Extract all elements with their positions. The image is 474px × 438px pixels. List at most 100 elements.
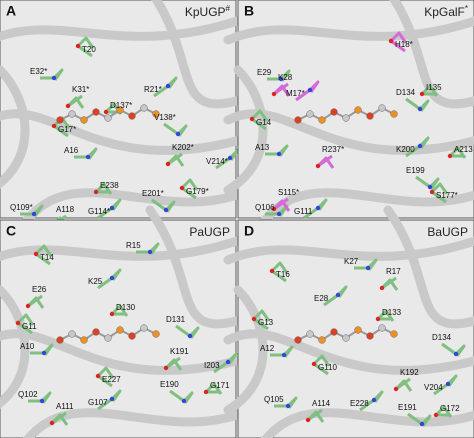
ligand-atom [354, 106, 362, 114]
ligand-atom [56, 336, 64, 344]
residue-label: A213 [454, 145, 473, 154]
residue-label: E28 [314, 294, 329, 303]
residue-label: K31* [72, 85, 89, 94]
residue-stick [376, 309, 395, 322]
atom [75, 43, 81, 49]
atom [315, 163, 321, 169]
ligand-atom [294, 116, 302, 124]
residue-label: K27 [344, 257, 359, 266]
ligand-atom [294, 336, 302, 344]
atom [51, 75, 57, 81]
residue-label: G13 [258, 318, 274, 327]
ligand-atom [104, 114, 112, 122]
ribbon [0, 109, 245, 155]
residue-label: R21* [144, 85, 162, 94]
ligand-atom [104, 334, 112, 342]
residue-stick [204, 382, 223, 395]
residue-label: A16 [64, 146, 79, 155]
ligand-atom [306, 330, 314, 338]
residue-stick [359, 390, 384, 412]
panel-title-name: KpGalF [424, 5, 465, 19]
residue-label: D137* [110, 101, 132, 110]
residue-label: E238 [100, 181, 119, 190]
residue-stick [267, 69, 291, 82]
residue-label: G111 [294, 207, 313, 216]
residue-label: G14 [256, 118, 272, 127]
residue-stick [407, 412, 432, 427]
residue-label: T14 [40, 253, 54, 262]
atom [375, 316, 381, 322]
ligand-atom [342, 334, 350, 342]
residue-stick [394, 377, 413, 392]
panel-title-name: PaUGP [189, 225, 230, 239]
panel-title-name: BaUGP [427, 225, 468, 239]
atom [249, 116, 255, 122]
residue-label: S115* [278, 188, 299, 197]
panel-title-mark: # [226, 4, 231, 13]
residue-stick [420, 84, 439, 97]
atom [417, 143, 423, 149]
residue-stick [110, 304, 129, 317]
ligand-atom [80, 336, 88, 344]
panel-letter: C [6, 223, 16, 239]
residue-stick [213, 352, 238, 374]
residue-label: Q105 [264, 395, 284, 404]
residue-label: S177* [436, 191, 458, 200]
residue-label: G11 [22, 322, 37, 331]
residue-label: K28 [278, 73, 293, 82]
ligand-atom [80, 116, 88, 124]
ribbon [223, 16, 474, 45]
residue-label: V138* [154, 113, 176, 122]
residue-label: R237* [322, 145, 344, 154]
ligand-atom [378, 104, 386, 112]
residue-label: E201* [142, 189, 164, 198]
ligand-atom [390, 110, 398, 118]
residue-label: G114* [88, 207, 110, 216]
atom [447, 153, 453, 159]
structure [223, 205, 474, 438]
ligand-atom [140, 104, 148, 112]
ribbon [0, 15, 245, 42]
atom [41, 350, 47, 356]
ribbon [223, 285, 268, 415]
atom [419, 421, 425, 427]
residue-stick [66, 94, 85, 109]
residue-stick [312, 354, 331, 376]
residue-label: T20 [82, 45, 96, 54]
residue-stick [272, 82, 291, 97]
atom [251, 316, 257, 322]
residue-stick [96, 366, 115, 388]
ligand-atom [92, 108, 100, 116]
structure [0, 0, 255, 235]
atom [307, 87, 313, 93]
residue-stick [265, 144, 289, 157]
atom [365, 265, 371, 271]
residue-stick [34, 244, 53, 266]
panel-title: KpGalF* [424, 4, 468, 19]
atom [163, 365, 169, 371]
residue-stick [434, 405, 453, 418]
ligand-atom [330, 328, 338, 336]
residue-label: D130 [116, 303, 136, 312]
residue-label: G171 [210, 381, 230, 390]
atom [65, 103, 71, 109]
residue-stick [30, 343, 54, 356]
ribbon [151, 0, 245, 109]
residue-label: I135 [426, 83, 442, 92]
panel-letter: A [6, 3, 16, 19]
residue-stick [163, 122, 188, 137]
residue-stick [303, 198, 328, 220]
residue-label: I203 [204, 361, 220, 370]
ligand-atom [366, 112, 374, 120]
atom [15, 320, 21, 326]
residue-stick [16, 313, 35, 335]
residue-stick [76, 36, 95, 58]
residue-label: K192 [400, 368, 419, 377]
residue-label: G172 [440, 404, 460, 413]
ligand-atom [330, 108, 338, 116]
atom [25, 303, 31, 309]
atom [33, 251, 39, 257]
residue-stick [380, 276, 399, 291]
residue-label: D134 [432, 333, 452, 342]
residue-label: A114 [312, 399, 331, 408]
